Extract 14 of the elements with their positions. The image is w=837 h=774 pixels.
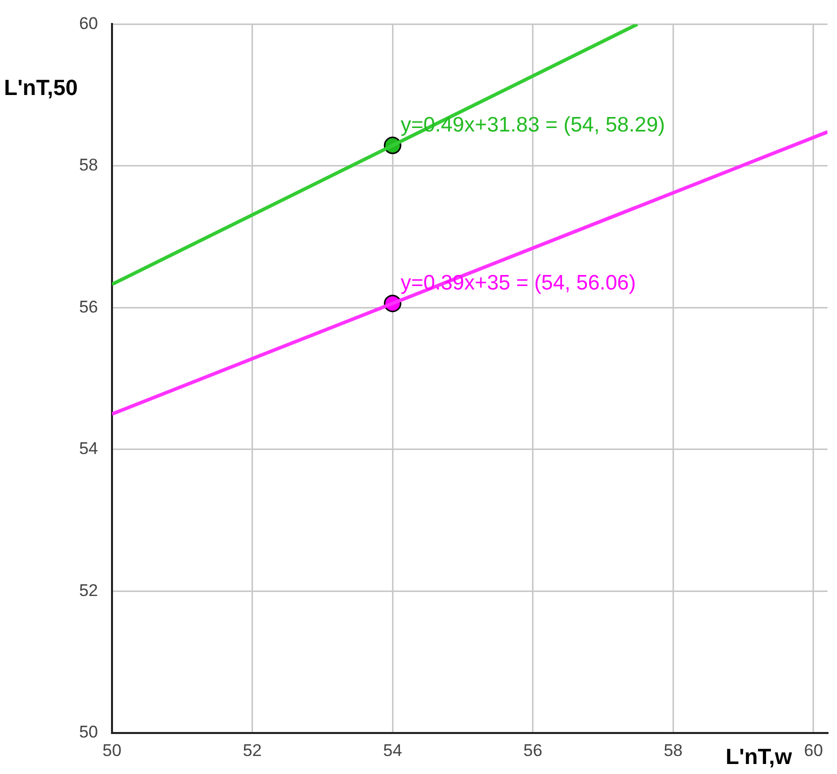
y-tick-label: 50 (79, 722, 98, 742)
y-tick-label: 54 (79, 439, 98, 458)
x-axis-title: L'nT,w (726, 744, 792, 770)
y-axis-title: L'nT,50 (4, 75, 78, 101)
x-tick-label: 60 (804, 740, 823, 760)
x-tick-label: 56 (523, 740, 542, 760)
y-tick-label: 52 (79, 580, 98, 600)
x-tick-label: 50 (102, 740, 122, 760)
y-tick-label: 58 (79, 156, 98, 175)
x-tick-label: 58 (664, 740, 683, 760)
y-tick-label: 56 (79, 297, 98, 316)
x-tick-label: 52 (242, 740, 262, 760)
x-tick-label: 54 (383, 740, 402, 760)
y-tick-label: 60 (79, 14, 98, 33)
